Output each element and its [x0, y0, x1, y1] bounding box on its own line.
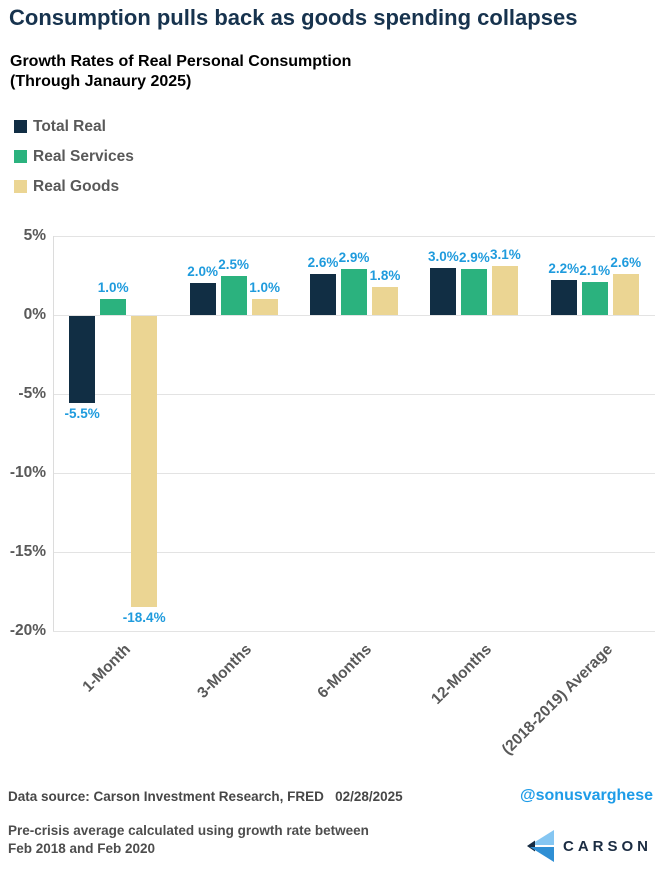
- chart-title: Consumption pulls back as goods spending…: [9, 5, 578, 30]
- chart-subtitle: Growth Rates of Real Personal Consumptio…: [10, 52, 510, 92]
- y-tick-label: 0%: [23, 306, 46, 323]
- bar: [612, 273, 639, 315]
- y-tick-label: -15%: [9, 543, 46, 560]
- y-gridline: [53, 236, 655, 237]
- footnote-text: Pre-crisis average calculated using grow…: [8, 822, 369, 858]
- bar-value-label: 2.5%: [218, 256, 249, 272]
- y-tick-label: -5%: [18, 385, 46, 402]
- legend-label: Real Goods: [33, 177, 120, 195]
- bar: [492, 266, 519, 315]
- y-gridline: [53, 473, 655, 474]
- legend-item: Real Services: [14, 147, 134, 165]
- bar: [581, 281, 608, 315]
- bar: [310, 273, 336, 315]
- y-gridline: [53, 315, 655, 316]
- carson-logo-text: CARSON: [562, 837, 652, 855]
- chart-subtitle-line2: (Through Janaury 2025): [10, 73, 192, 90]
- legend-item: Real Goods: [14, 177, 134, 195]
- bar-value-label: 2.1%: [579, 262, 611, 278]
- bar: [461, 269, 488, 315]
- bar-value-label: 2.0%: [187, 264, 218, 280]
- legend-swatch-icon: [14, 150, 27, 163]
- author-handle: @sonusvarghese: [520, 787, 653, 804]
- bar-value-label: -5.5%: [64, 405, 100, 421]
- footnote-line2: Feb 2018 and Feb 2020: [8, 841, 156, 856]
- y-gridline: [53, 631, 655, 632]
- carson-logo: CARSON: [526, 830, 652, 862]
- bar-value-label: -18.4%: [122, 609, 166, 625]
- y-tick-label: -10%: [9, 464, 46, 481]
- legend-label: Total Real: [33, 117, 106, 135]
- bar: [550, 280, 577, 315]
- y-gridline: [53, 552, 655, 553]
- bar-value-label: 2.6%: [610, 254, 642, 270]
- bar: [220, 275, 247, 315]
- bar: [131, 316, 158, 607]
- bar: [189, 283, 216, 315]
- bar: [430, 267, 457, 315]
- carson-logo-icon: [526, 830, 554, 862]
- bar-value-label: 2.2%: [548, 261, 580, 277]
- y-tick-label: 5%: [23, 227, 46, 244]
- y-axis-line: [53, 236, 54, 631]
- legend-label: Real Services: [33, 147, 134, 165]
- chart-subtitle-line1: Growth Rates of Real Personal Consumptio…: [10, 53, 352, 70]
- bar-value-label: 1.8%: [369, 267, 401, 283]
- bar-value-label: 1.0%: [249, 280, 280, 296]
- legend-swatch-icon: [14, 180, 27, 193]
- footnote-line1: Pre-crisis average calculated using grow…: [8, 823, 369, 838]
- data-source-text: Data source: Carson Investment Research,…: [8, 789, 403, 804]
- bar-value-label: 2.6%: [307, 254, 339, 270]
- bar-value-label: 2.9%: [459, 250, 490, 266]
- bar: [100, 299, 127, 315]
- bar: [251, 299, 278, 315]
- y-gridline: [53, 394, 655, 395]
- bar-value-label: 3.1%: [490, 247, 521, 263]
- bar-value-label: 3.0%: [428, 248, 459, 264]
- legend-swatch-icon: [14, 120, 27, 133]
- y-tick-label: -20%: [9, 622, 46, 639]
- chart-legend: Total Real Real Services Real Goods: [14, 117, 134, 209]
- bar: [372, 286, 398, 315]
- bar-value-label: 2.9%: [338, 250, 370, 266]
- bar: [341, 269, 367, 315]
- bar-value-label: 1.0%: [97, 280, 129, 296]
- legend-item: Total Real: [14, 117, 134, 135]
- bar: [69, 316, 96, 403]
